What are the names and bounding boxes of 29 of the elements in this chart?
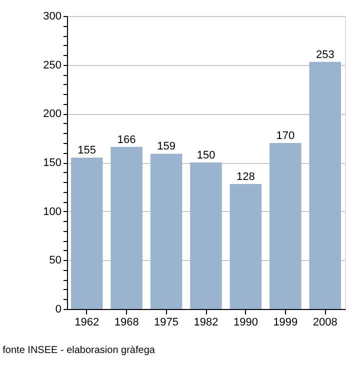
data-label: 170 [276, 130, 295, 142]
x-tick-label: 1975 [154, 316, 179, 328]
data-label: 155 [78, 144, 96, 157]
y-tick-label: 150 [43, 157, 62, 169]
x-tick-label: 1962 [74, 316, 100, 328]
bar [190, 162, 222, 309]
bar [110, 146, 142, 309]
y-tick-label: 300 [43, 10, 62, 22]
y-tick-label: 100 [43, 206, 62, 218]
bar [150, 154, 182, 309]
y-tick-label: 50 [49, 254, 62, 267]
data-label: 159 [157, 140, 176, 153]
source-note: fonte INSEE - elaborasion gràfega [2, 345, 156, 356]
bar [230, 184, 262, 309]
y-tick-label: 250 [43, 59, 62, 72]
x-tick-label: 2008 [312, 316, 338, 328]
x-tick-label: 1968 [114, 316, 139, 328]
x-tick-label: 1999 [273, 316, 298, 328]
x-tick-label: 1990 [233, 316, 258, 328]
bar [70, 158, 103, 309]
data-label: 166 [117, 134, 136, 146]
bar [270, 142, 302, 309]
data-label: 150 [196, 150, 216, 162]
bar [309, 62, 342, 309]
data-label: 128 [236, 170, 255, 183]
x-tick-label: 1982 [194, 316, 218, 328]
y-tick-label: 0 [55, 304, 62, 316]
y-tick-label: 200 [43, 108, 62, 120]
data-label: 253 [316, 48, 334, 61]
